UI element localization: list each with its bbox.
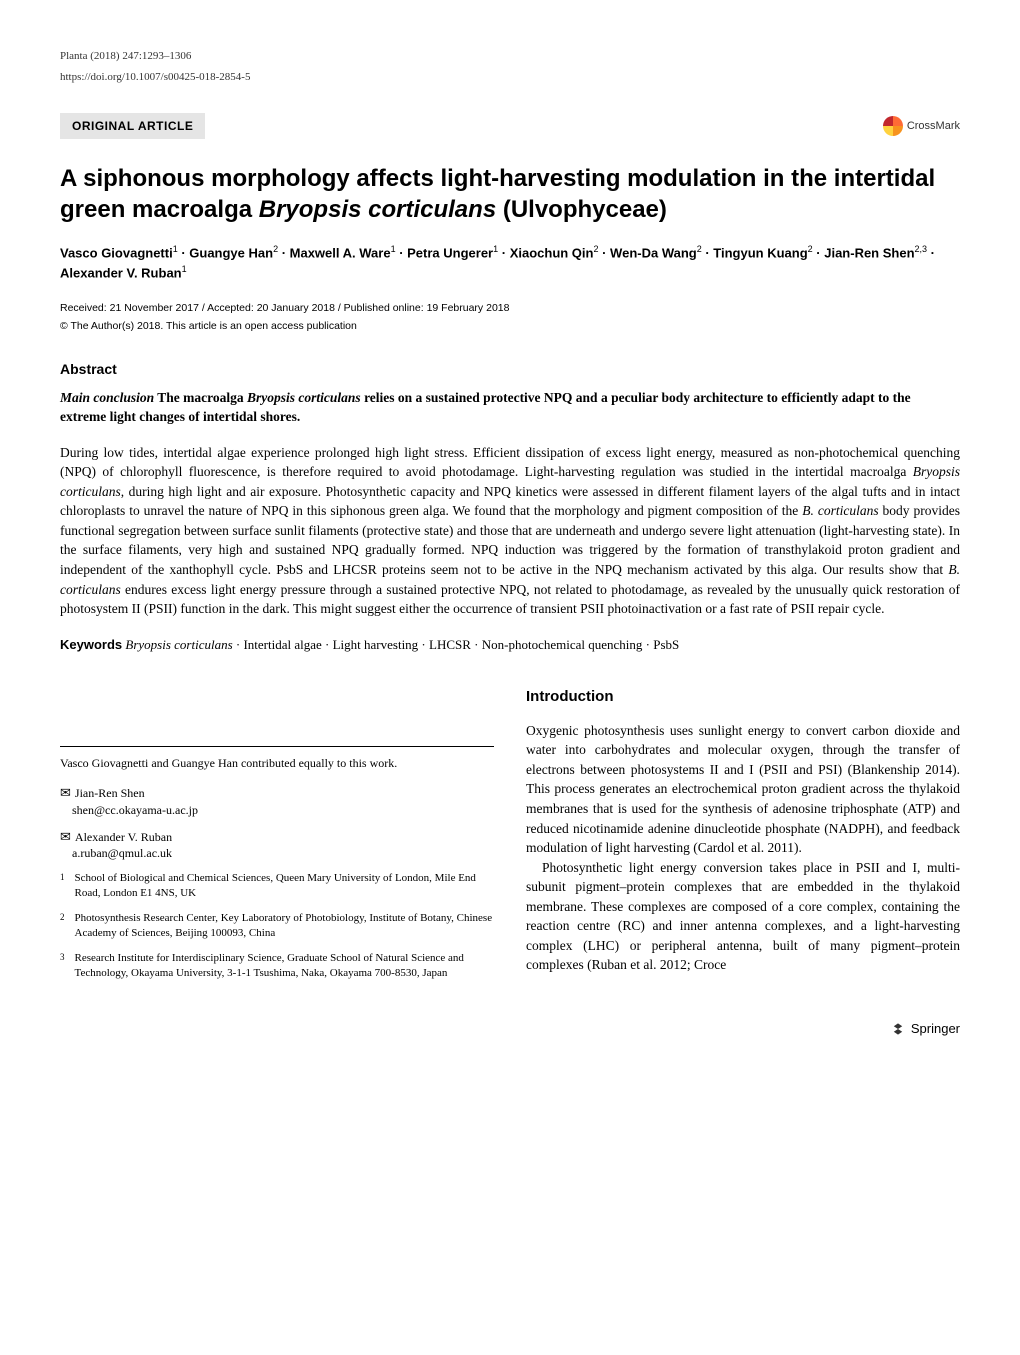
divider <box>60 746 494 747</box>
crossmark-label: CrossMark <box>907 118 960 135</box>
copyright-line: © The Author(s) 2018. This article is an… <box>60 319 960 335</box>
two-column-layout: Vasco Giovagnetti and Guangye Han contri… <box>60 686 960 990</box>
publisher-footer: Springer <box>60 1019 960 1039</box>
springer-icon <box>891 1022 905 1036</box>
envelope-icon: ✉ <box>60 785 71 800</box>
article-title: A siphonous morphology affects light-har… <box>60 163 960 225</box>
contribution-note: Vasco Giovagnetti and Guangye Han contri… <box>60 755 494 772</box>
crossmark-badge[interactable]: CrossMark <box>883 116 960 136</box>
article-dates: Received: 21 November 2017 / Accepted: 2… <box>60 301 960 317</box>
corresponding-author: ✉Alexander V. Ruban a.ruban@qmul.ac.uk <box>60 828 494 862</box>
right-column: Introduction Oxygenic photosynthesis use… <box>526 686 960 990</box>
left-column: Vasco Giovagnetti and Guangye Han contri… <box>60 686 494 990</box>
crossmark-icon <box>883 116 903 136</box>
envelope-icon: ✉ <box>60 829 71 844</box>
abstract-body: During low tides, intertidal algae exper… <box>60 443 960 619</box>
email-link[interactable]: a.ruban@qmul.ac.uk <box>72 846 172 860</box>
article-type-row: ORIGINAL ARTICLE CrossMark <box>60 113 960 139</box>
author-list: Vasco Giovagnetti1 · Guangye Han2 · Maxw… <box>60 243 960 283</box>
main-conclusion: Main conclusion The macroalga Bryopsis c… <box>60 388 960 427</box>
keywords: Keywords Bryopsis corticulans · Intertid… <box>60 635 960 655</box>
affiliation: 3 Research Institute for Interdisciplina… <box>60 951 494 981</box>
journal-citation: Planta (2018) 247:1293–1306 <box>60 48 960 65</box>
corresponding-author: ✉Jian-Ren Shen shen@cc.okayama-u.ac.jp <box>60 784 494 818</box>
doi-link[interactable]: https://doi.org/10.1007/s00425-018-2854-… <box>60 69 960 86</box>
abstract-heading: Abstract <box>60 359 960 380</box>
email-link[interactable]: shen@cc.okayama-u.ac.jp <box>72 803 198 817</box>
introduction-heading: Introduction <box>526 686 960 709</box>
affiliation: 1 School of Biological and Chemical Scie… <box>60 871 494 901</box>
introduction-body: Oxygenic photosynthesis uses sunlight en… <box>526 721 960 975</box>
article-type-badge: ORIGINAL ARTICLE <box>60 113 205 139</box>
affiliation: 2 Photosynthesis Research Center, Key La… <box>60 911 494 941</box>
